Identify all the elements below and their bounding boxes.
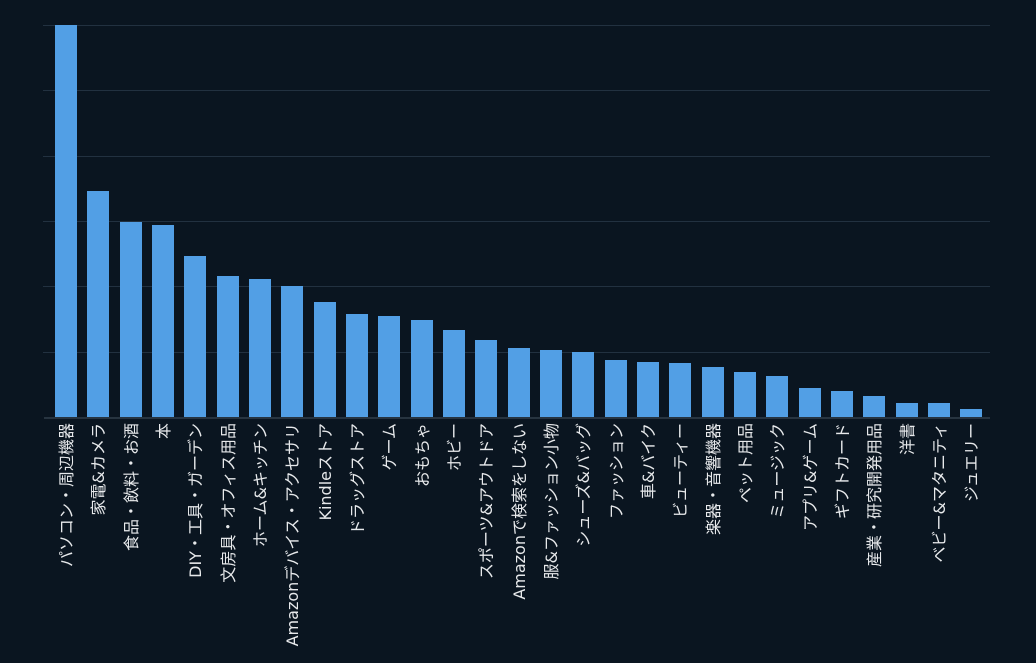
x-tick-label: ギフトカード xyxy=(832,423,852,520)
x-tick-label: スポーツ&アウトドア xyxy=(477,423,497,580)
bar xyxy=(87,190,110,417)
bar xyxy=(507,347,530,417)
bar xyxy=(539,349,562,417)
x-tick-label: ホーム&キッチン xyxy=(250,423,270,547)
x-tick-label: おもちゃ xyxy=(412,423,432,488)
y-axis-tick xyxy=(43,351,50,353)
x-tick-label: 本 xyxy=(153,423,173,440)
x-tick-label: 産業・研究開発用品 xyxy=(865,423,885,568)
x-tick-label: ホビー xyxy=(444,423,464,472)
x-tick-label: 服&ファッション小物 xyxy=(541,423,561,580)
bar xyxy=(830,390,853,417)
x-tick-label: Kindleストア xyxy=(315,423,335,521)
bar xyxy=(345,314,368,417)
bar xyxy=(378,315,401,417)
x-tick-label: ベビー&マタニティ xyxy=(929,423,949,563)
x-tick-label: シューズ&バッグ xyxy=(574,423,594,547)
x-tick-label: ドラッグストア xyxy=(347,423,367,536)
x-tick-label: DIY・工具・ガーデン xyxy=(186,423,206,578)
bar xyxy=(151,224,174,417)
bar xyxy=(442,330,465,417)
gridline xyxy=(50,25,990,26)
y-axis-tick xyxy=(43,25,50,26)
x-tick-label: Amazonで検索をしない xyxy=(509,423,529,600)
bar xyxy=(410,320,433,417)
bar xyxy=(475,339,498,417)
bar xyxy=(248,279,271,417)
x-tick-label: ビューティー xyxy=(671,423,691,519)
bar xyxy=(766,375,789,417)
x-tick-label: ファッション xyxy=(606,423,626,520)
bar xyxy=(572,351,595,417)
gridline xyxy=(50,221,990,222)
x-tick-label: アプリ&ゲーム xyxy=(800,423,820,531)
y-axis-tick xyxy=(43,221,50,222)
x-tick-label: ミュージック xyxy=(768,423,788,519)
x-tick-label: パソコン・周辺機器 xyxy=(57,423,76,568)
x-tick-label: 文房具・オフィス用品 xyxy=(218,423,238,583)
x-tick-label: 車&バイク xyxy=(638,423,658,500)
bar xyxy=(960,409,983,417)
x-tick-label: Amazonデバイス・アクセサリ xyxy=(283,423,303,647)
gridline xyxy=(50,155,990,157)
bar xyxy=(55,25,77,417)
bar xyxy=(895,402,918,417)
x-tick-label: ゲーム xyxy=(380,423,400,471)
x-tick-label: 食品・飲料・お酒 xyxy=(121,423,141,552)
x-tick-label: 楽器・音響機器 xyxy=(703,423,723,536)
x-tick-label: 家電&カメラ xyxy=(89,423,109,516)
bar xyxy=(636,362,659,417)
bar xyxy=(863,396,886,417)
bar xyxy=(184,255,207,417)
x-tick-label: ペット用品 xyxy=(735,423,755,504)
y-axis-tick xyxy=(43,155,50,157)
x-tick-label: 洋書 xyxy=(897,423,917,456)
bar xyxy=(119,222,142,417)
gridline xyxy=(50,286,990,288)
x-axis-line xyxy=(44,417,990,419)
y-axis-tick xyxy=(43,90,50,92)
bar xyxy=(669,362,692,417)
bar xyxy=(733,371,756,417)
bar xyxy=(927,402,950,417)
bar xyxy=(701,366,724,417)
x-tick-label: ジュエリー xyxy=(962,423,982,502)
bar xyxy=(313,302,336,417)
y-axis-tick xyxy=(43,286,50,288)
bar xyxy=(216,275,239,417)
bar xyxy=(281,286,304,417)
bar xyxy=(798,387,821,417)
bar xyxy=(604,360,627,417)
gridline xyxy=(50,90,990,92)
